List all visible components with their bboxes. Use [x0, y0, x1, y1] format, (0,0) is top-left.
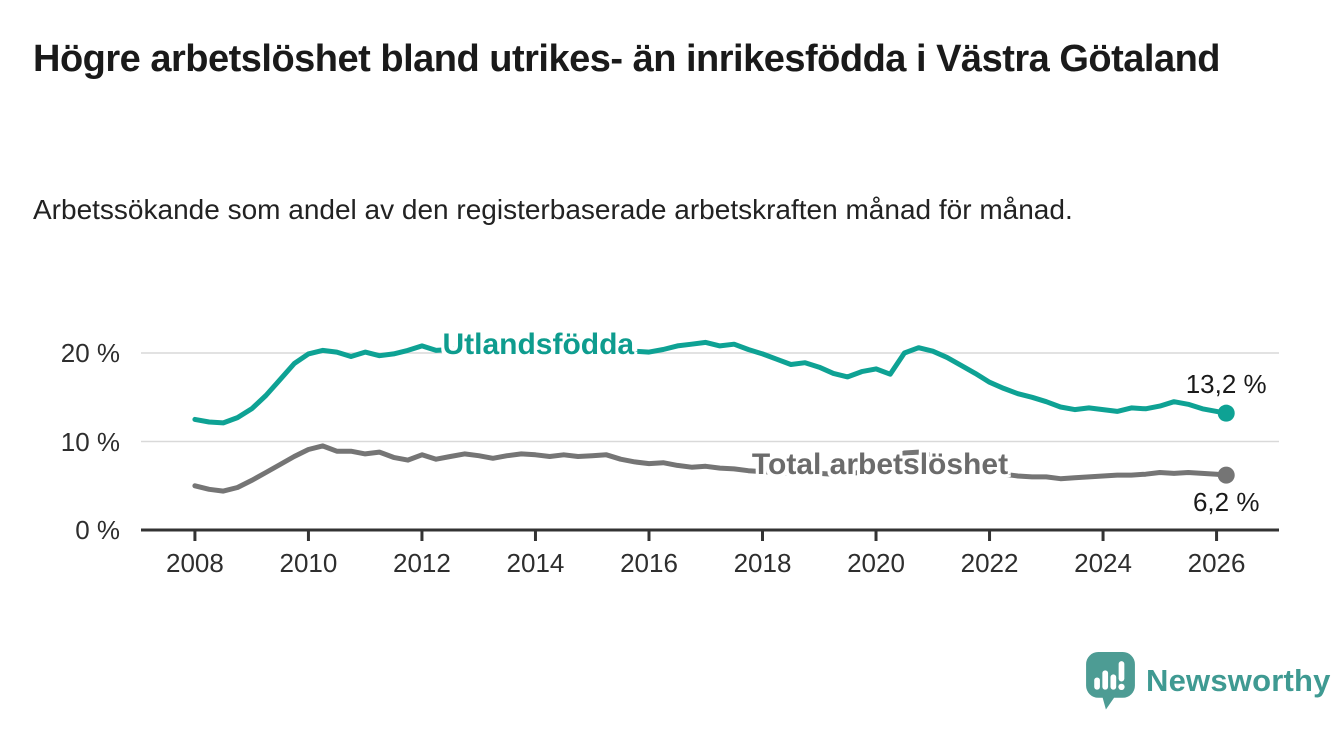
page-subtitle: Arbetssökande som andel av den registerb… [33, 194, 1073, 225]
newsworthy-logo[interactable]: Newsworthy [1086, 652, 1331, 710]
series-line-utlandsfodda [192, 339, 1229, 426]
newsworthy-logo-text: Newsworthy [1146, 663, 1331, 698]
page-title: Högre arbetslöshet bland utrikes- än inr… [33, 38, 1221, 80]
series-end-dot-utlandsfodda [1217, 404, 1235, 422]
series-end-dot-total-arbetsloshet [1217, 466, 1235, 484]
newsworthy-logo-icon [1086, 652, 1135, 710]
series-line-total-arbetsloshet [192, 443, 1229, 494]
